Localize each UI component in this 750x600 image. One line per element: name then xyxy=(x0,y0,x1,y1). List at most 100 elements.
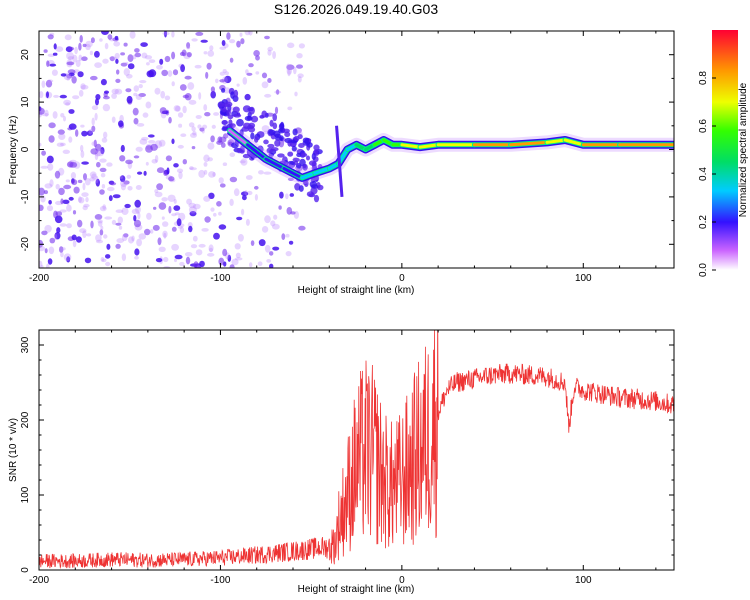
ridge-segment xyxy=(545,138,567,144)
noise-speck xyxy=(240,38,245,45)
noise-speck xyxy=(161,69,169,77)
noise-speck xyxy=(152,224,160,231)
noise-speck xyxy=(55,46,64,52)
noise-speck xyxy=(236,83,240,87)
colorbar-tick-label: 0.4 xyxy=(698,167,709,181)
noise-speck xyxy=(141,52,148,59)
noise-speck xyxy=(207,142,215,150)
noise-speck xyxy=(229,264,235,268)
noise-speck xyxy=(96,161,101,168)
noise-speck xyxy=(219,71,226,76)
noise-speck xyxy=(150,143,158,151)
cluster-speck xyxy=(272,113,278,122)
noise-speck xyxy=(96,148,105,157)
noise-speck xyxy=(189,211,197,217)
noise-speck xyxy=(119,175,123,179)
noise-speck xyxy=(40,165,49,169)
cluster-speck xyxy=(283,159,289,166)
cluster-speck xyxy=(302,163,308,171)
noise-speck xyxy=(131,208,140,215)
noise-speck xyxy=(167,70,173,77)
noise-speck xyxy=(269,251,274,256)
colorbar-tick-label: 0.2 xyxy=(698,215,709,229)
cluster-speck xyxy=(308,193,316,198)
x-tick-label: 0 xyxy=(399,575,405,586)
noise-speck xyxy=(272,51,276,59)
noise-speck xyxy=(49,179,54,187)
noise-speck xyxy=(264,215,271,224)
cluster-speck xyxy=(233,89,239,98)
noise-speck xyxy=(177,225,183,229)
noise-speck xyxy=(266,259,272,263)
noise-speck xyxy=(101,137,108,143)
noise-speck xyxy=(144,55,153,60)
noise-speck xyxy=(182,159,187,165)
noise-speck xyxy=(209,45,214,51)
noise-speck xyxy=(94,214,103,220)
cluster-speck xyxy=(250,132,255,140)
noise-speck xyxy=(236,216,243,221)
noise-speck xyxy=(279,191,284,199)
noise-speck xyxy=(210,135,215,143)
noise-speck xyxy=(113,41,121,47)
noise-speck xyxy=(258,170,264,175)
cluster-speck xyxy=(236,147,243,154)
noise-speck xyxy=(168,176,175,182)
noise-speck xyxy=(164,31,167,38)
noise-speck xyxy=(212,172,216,177)
spectrogram-x-ticks: -200 -100 0 100 xyxy=(29,31,657,284)
noise-speck xyxy=(151,159,158,164)
noise-speck xyxy=(257,261,263,267)
noise-speck xyxy=(249,262,253,268)
cluster-speck xyxy=(242,153,251,159)
noise-speck xyxy=(60,113,65,118)
noise-speck xyxy=(60,252,64,258)
noise-speck xyxy=(281,233,286,241)
colorbar-tick-label: 0.0 xyxy=(698,263,709,277)
noise-speck xyxy=(286,207,293,215)
noise-speck xyxy=(245,175,253,180)
noise-speck xyxy=(72,54,78,63)
noise-speck xyxy=(66,256,71,263)
noise-speck xyxy=(79,35,83,43)
noise-speck xyxy=(190,244,198,249)
noise-speck xyxy=(133,117,139,125)
noise-speck xyxy=(89,176,96,182)
noise-speck xyxy=(218,224,227,230)
noise-speck xyxy=(120,183,126,191)
noise-speck xyxy=(203,195,211,202)
cluster-speck xyxy=(291,145,297,152)
noise-speck xyxy=(39,187,45,196)
noise-speck xyxy=(208,247,213,252)
noise-speck xyxy=(66,223,72,229)
noise-speck xyxy=(78,54,83,62)
noise-speck xyxy=(117,216,124,224)
noise-speck xyxy=(218,257,225,266)
cluster-speck xyxy=(311,152,316,160)
noise-speck xyxy=(253,185,259,190)
x-tick-label: -200 xyxy=(29,575,49,586)
noise-speck xyxy=(78,196,82,203)
cluster-speck xyxy=(313,144,320,151)
noise-speck xyxy=(139,138,148,145)
noise-speck xyxy=(123,233,129,238)
noise-speck xyxy=(148,59,156,63)
noise-speck xyxy=(244,31,251,36)
noise-speck xyxy=(158,202,167,210)
noise-speck xyxy=(99,229,104,236)
noise-speck xyxy=(163,232,167,239)
noise-speck xyxy=(129,31,136,39)
cluster-speck xyxy=(242,105,251,113)
y-tick-label: 0 xyxy=(20,567,31,573)
colorbar-gradient xyxy=(712,30,738,270)
noise-speck xyxy=(116,238,124,244)
noise-speck xyxy=(203,169,208,175)
ridge-segment xyxy=(228,129,250,147)
noise-speck xyxy=(242,77,248,85)
noise-speck xyxy=(63,115,66,122)
noise-speck xyxy=(245,218,250,226)
noise-speck xyxy=(273,214,278,220)
noise-speck xyxy=(134,255,139,260)
noise-speck xyxy=(132,55,137,60)
